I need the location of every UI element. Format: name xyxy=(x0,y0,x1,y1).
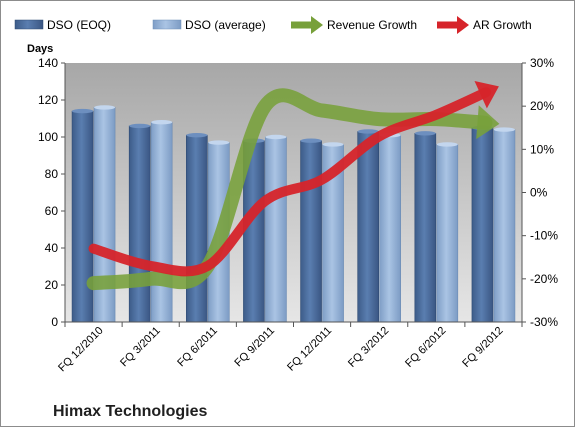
x-tick-label-fq-3-2011: FQ 3/2011 xyxy=(118,325,163,370)
x-tick-label-fq-12-2010: FQ 12/2010 xyxy=(56,325,106,375)
y-tick-label: 0 xyxy=(51,315,58,329)
chart-title: Himax Technologies xyxy=(53,403,208,420)
bar-cap-dso-eoq-fq-12-2010 xyxy=(72,109,93,113)
bar-cap-dso-average-fq-12-2011 xyxy=(323,142,344,146)
bar-dso-average-fq-3-2011 xyxy=(151,122,172,322)
y2-tick-label: 0% xyxy=(530,186,548,200)
bar-dso-eoq-fq-6-2011 xyxy=(186,135,207,322)
bar-cap-dso-eoq-fq-6-2012 xyxy=(415,131,436,135)
bar-dso-eoq-fq-3-2011 xyxy=(129,126,150,322)
y-tick-label: 60 xyxy=(45,204,59,218)
bar-cap-dso-average-fq-6-2012 xyxy=(437,142,458,146)
bar-dso-average-fq-9-2011 xyxy=(265,137,286,322)
legend-label-dso-average: DSO (average) xyxy=(185,18,266,32)
y2-tick-label: -20% xyxy=(530,272,558,286)
x-tick-label-fq-12-2011: FQ 12/2011 xyxy=(285,325,334,374)
x-tick-label-fq-6-2011: FQ 6/2011 xyxy=(175,325,220,370)
y-tick-label: 20 xyxy=(45,278,59,292)
bar-cap-dso-average-fq-6-2011 xyxy=(208,140,229,144)
bar-dso-average-fq-9-2012 xyxy=(494,130,515,322)
legend-swatch-dso-eoq xyxy=(15,20,43,29)
y2-tick-label: 20% xyxy=(530,99,554,113)
y-tick-label: 120 xyxy=(38,93,58,107)
bar-cap-dso-eoq-fq-12-2011 xyxy=(301,139,322,143)
legend-label-ar-growth: AR Growth xyxy=(473,18,532,32)
x-tick-label-fq-9-2011: FQ 9/2011 xyxy=(232,325,277,370)
bar-cap-dso-average-fq-9-2011 xyxy=(265,135,286,139)
bar-dso-average-fq-6-2012 xyxy=(437,144,458,322)
bar-cap-dso-average-fq-12-2010 xyxy=(94,105,115,109)
legend: DSO (EOQ) DSO (average) Revenue Growth A… xyxy=(15,16,532,34)
bar-dso-eoq-fq-12-2011 xyxy=(301,141,322,322)
legend-label-dso-eoq: DSO (EOQ) xyxy=(47,18,111,32)
legend-label-revenue-growth: Revenue Growth xyxy=(327,18,417,32)
legend-arrow-ar-growth xyxy=(437,16,469,34)
y-tick-label: 40 xyxy=(45,241,59,255)
y-tick-label: 140 xyxy=(38,56,58,70)
bar-dso-average-fq-3-2012 xyxy=(380,135,401,322)
bar-cap-dso-average-fq-9-2012 xyxy=(494,127,515,131)
legend-arrow-revenue-growth xyxy=(291,16,323,34)
y-tick-label: 100 xyxy=(38,130,58,144)
y-tick-label: 80 xyxy=(45,167,59,181)
x-tick-label-fq-3-2012: FQ 3/2012 xyxy=(346,325,391,370)
bar-dso-eoq-fq-3-2012 xyxy=(358,131,379,322)
bar-dso-eoq-fq-6-2012 xyxy=(415,133,436,322)
y2-tick-label: 10% xyxy=(530,142,554,156)
bar-cap-dso-eoq-fq-3-2011 xyxy=(129,124,150,128)
bar-dso-eoq-fq-9-2012 xyxy=(472,128,493,322)
bar-dso-eoq-fq-12-2010 xyxy=(72,111,93,322)
legend-swatch-dso-average xyxy=(153,20,181,29)
y2-tick-label: -10% xyxy=(530,229,558,243)
y-axis-title: Days xyxy=(27,43,53,55)
x-tick-label-fq-9-2012: FQ 9/2012 xyxy=(460,325,505,370)
bar-cap-dso-average-fq-3-2011 xyxy=(151,120,172,124)
bar-cap-dso-eoq-fq-6-2011 xyxy=(186,133,207,137)
x-tick-label-fq-6-2012: FQ 6/2012 xyxy=(403,325,448,370)
y2-tick-label: -30% xyxy=(530,315,558,329)
y2-tick-label: 30% xyxy=(530,56,554,70)
